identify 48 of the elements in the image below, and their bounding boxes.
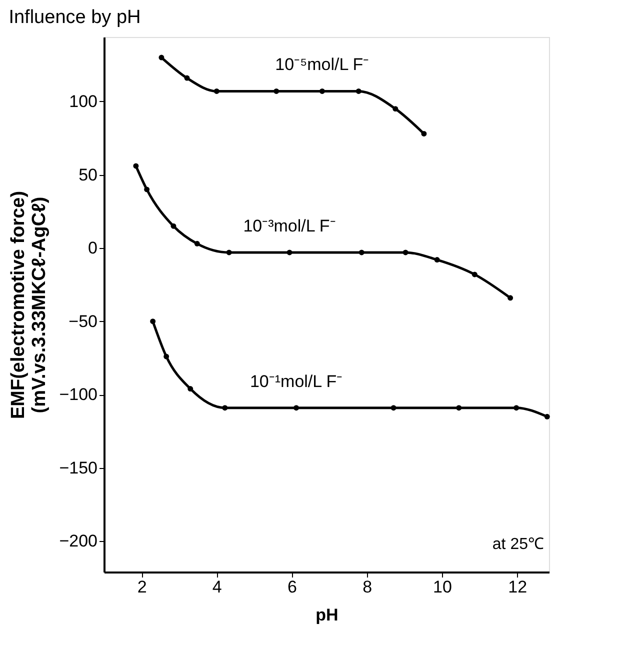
point: [184, 75, 190, 81]
point: [158, 54, 164, 60]
point: [222, 405, 228, 411]
x-tick-label: 2: [137, 578, 147, 596]
point: [274, 88, 280, 94]
series-label: 10⁻⁵mol/L F⁻: [275, 55, 370, 74]
y-tick-label: −150: [59, 458, 98, 478]
point: [392, 106, 398, 112]
point: [144, 186, 150, 192]
point: [226, 250, 232, 256]
point: [390, 405, 396, 411]
point: [150, 318, 156, 324]
point: [508, 295, 514, 301]
x-axis-title: pH: [316, 606, 338, 624]
x-tick-label: 12: [508, 578, 528, 596]
point: [472, 272, 478, 278]
chart-title: Influence by pH: [8, 7, 141, 28]
point: [170, 223, 176, 229]
series-label: 10⁻¹mol/L F⁻: [250, 372, 343, 391]
y-tick-label: 100: [69, 92, 98, 111]
series-label: 10⁻³mol/L F⁻: [243, 216, 336, 236]
y-tick-label: −50: [68, 312, 98, 331]
point: [214, 88, 220, 94]
y-tick-label: 50: [78, 165, 98, 184]
y-tick-label: −200: [59, 532, 98, 551]
point: [456, 405, 462, 411]
y-tick-label: 0: [88, 238, 98, 258]
y-tick-label: −100: [59, 385, 98, 404]
point: [514, 405, 520, 411]
x-tick-label: 10: [433, 578, 452, 596]
point: [164, 354, 170, 360]
point: [294, 405, 300, 411]
x-tick-label: 8: [362, 578, 372, 596]
point: [319, 88, 325, 94]
annotation: at 25℃: [492, 536, 544, 553]
point: [356, 88, 362, 94]
x-tick-label: 6: [288, 578, 297, 596]
point: [133, 163, 139, 169]
point: [194, 240, 200, 246]
y-axis-title: EMF(electromotive force) (mV.vs.3.33MKCℓ-AgCℓ): [8, 190, 50, 420]
point: [188, 386, 194, 392]
point: [358, 250, 364, 256]
point: [286, 250, 292, 256]
point: [402, 250, 408, 256]
point: [421, 131, 427, 136]
x-tick-label: 4: [212, 578, 222, 596]
point: [544, 414, 550, 420]
point: [434, 257, 440, 263]
